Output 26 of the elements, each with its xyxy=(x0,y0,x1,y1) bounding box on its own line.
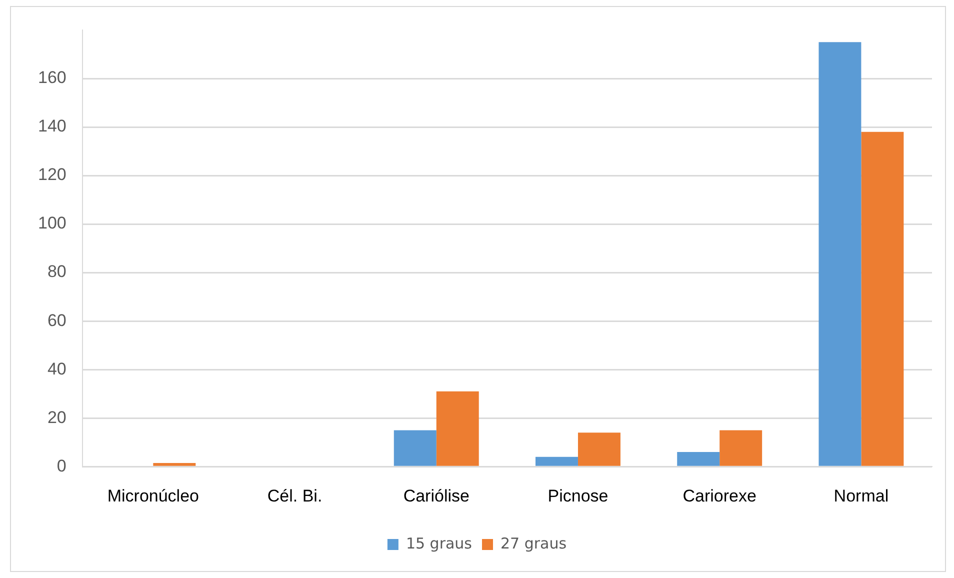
legend-label: 27 graus xyxy=(500,534,567,552)
y-tick-label: 0 xyxy=(56,456,66,476)
bar xyxy=(861,132,904,466)
y-tick-label: 20 xyxy=(47,408,66,427)
bar xyxy=(394,430,436,466)
y-tick-label: 160 xyxy=(38,68,66,88)
y-tick-label: 80 xyxy=(47,262,66,282)
x-tick-label: Cél. Bi. xyxy=(267,486,322,506)
x-tick-label: Normal xyxy=(834,486,889,506)
bar xyxy=(153,462,196,466)
bar xyxy=(677,452,720,466)
x-tick-label: Micronúcleo xyxy=(107,486,199,506)
y-tick-label: 140 xyxy=(38,116,66,136)
x-tick-label: Cariólise xyxy=(403,486,470,506)
y-tick-label: 100 xyxy=(38,214,66,233)
y-tick-label: 60 xyxy=(47,310,66,330)
bar xyxy=(720,430,762,466)
bar xyxy=(436,391,479,466)
legend-label: 15 graus xyxy=(406,534,472,552)
y-tick-label: 120 xyxy=(38,165,66,184)
y-tick-label: 40 xyxy=(47,359,66,378)
x-tick-label: Picnose xyxy=(548,486,608,506)
bar xyxy=(536,456,578,466)
x-tick-label: Cariorexe xyxy=(682,486,756,506)
bar xyxy=(578,432,620,466)
bar xyxy=(818,42,862,466)
